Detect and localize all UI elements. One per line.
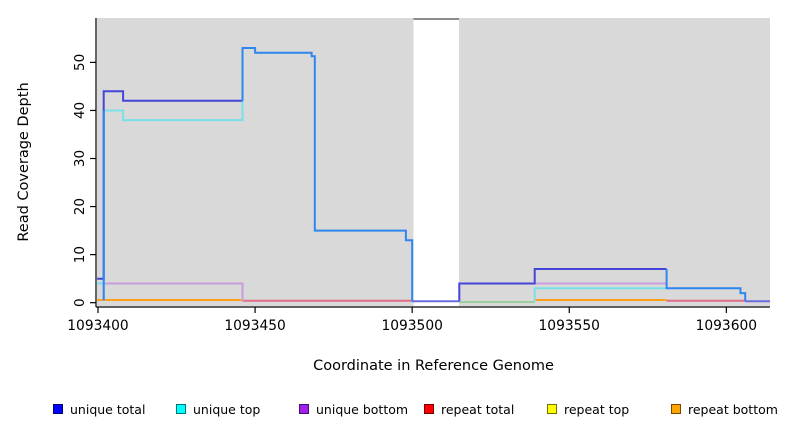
legend: unique total unique top unique bottom repea… xyxy=(0,400,792,424)
legend-item-unique-top: unique top xyxy=(176,400,260,418)
legend-label: unique top xyxy=(193,401,261,417)
no-data-gap xyxy=(413,18,459,306)
x-tick-label: 1093550 xyxy=(539,318,600,334)
series-line-unique-total-left xyxy=(97,90,243,280)
series-line-overlap-main xyxy=(241,47,414,302)
legend-item-repeat-bottom: repeat bottom xyxy=(671,400,778,418)
legend-swatch-icon xyxy=(671,404,681,414)
legend-item-repeat-top: repeat top xyxy=(547,400,629,418)
legend-swatch-icon xyxy=(547,404,557,414)
y-axis-title: Read Coverage Depth xyxy=(16,82,32,242)
legend-label: repeat total xyxy=(441,401,515,417)
legend-swatch-icon xyxy=(299,404,309,414)
x-tick-label: 1093600 xyxy=(696,318,757,334)
legend-swatch-icon xyxy=(53,404,63,414)
y-tick-label: 30 xyxy=(72,150,88,167)
legend-swatch-icon xyxy=(424,404,434,414)
series-line-unique-top-right xyxy=(533,287,667,302)
y-tick-label: 50 xyxy=(72,54,88,71)
x-tick-label: 1093450 xyxy=(224,318,285,334)
legend-swatch-icon xyxy=(176,404,186,414)
y-tick-label: 40 xyxy=(72,102,88,119)
legend-item-unique-total: unique total xyxy=(53,400,145,418)
x-axis-title: Coordinate in Reference Genome xyxy=(313,358,554,374)
y-tick-label: 0 xyxy=(72,298,88,307)
legend-label: repeat bottom xyxy=(688,401,778,417)
legend-item-unique-bottom: unique bottom xyxy=(299,400,408,418)
legend-item-repeat-total: repeat total xyxy=(424,400,514,418)
legend-label: repeat top xyxy=(564,401,630,417)
y-tick-label: 20 xyxy=(72,198,88,215)
legend-label: unique total xyxy=(70,401,146,417)
series-line-overlap-right xyxy=(665,269,747,302)
y-tick-label: 10 xyxy=(72,246,88,263)
series-line-unique-total-right xyxy=(458,268,667,302)
x-tick-label: 1093500 xyxy=(381,318,442,334)
legend-label: unique bottom xyxy=(316,401,409,417)
x-tick-label: 1093400 xyxy=(67,318,128,334)
